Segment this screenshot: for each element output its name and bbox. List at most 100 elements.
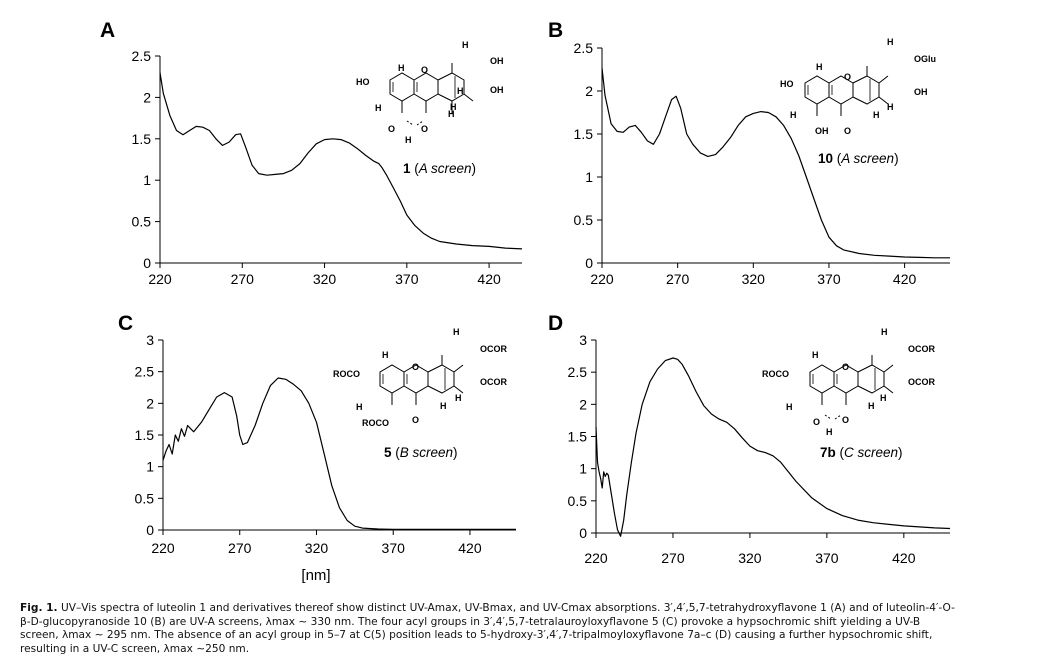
panel-a-y-tick-label: 1.5 bbox=[132, 131, 152, 147]
panel-a-compound-label: 1 (A screen) bbox=[403, 161, 476, 176]
panel-c-x-tick-label: 370 bbox=[382, 540, 406, 556]
panel-c-y-tick-label: 1 bbox=[146, 459, 154, 475]
caption-line-3: screen, λmax ∼ 295 nm. The absence of an… bbox=[20, 629, 933, 641]
panel-d-y-tick-label: 0 bbox=[579, 525, 587, 541]
panel-c-y-tick-label: 0.5 bbox=[135, 490, 155, 506]
panel-c-x-axis-label: [nm] bbox=[301, 567, 330, 584]
svg-text:O: O bbox=[388, 124, 395, 134]
panel-a-x-tick-label: 420 bbox=[477, 271, 501, 287]
panel-d-y-tick-label: 0.5 bbox=[568, 493, 588, 509]
caption-line-1: Fig. 1. UV–Vis spectra of luteolin 1 and… bbox=[20, 602, 955, 614]
svg-text:H: H bbox=[880, 393, 887, 403]
svg-text:H: H bbox=[881, 327, 888, 337]
panel-c-axes: 0 0.5 1 1.5 2 2.5 3 220 270 320 370 420 bbox=[135, 332, 516, 556]
svg-text:H: H bbox=[440, 401, 447, 411]
caption-fig-label: Fig. 1. bbox=[20, 602, 58, 614]
svg-text:O: O bbox=[844, 72, 851, 82]
svg-text:H: H bbox=[462, 40, 469, 50]
panel-d-y-tick-label: 3 bbox=[579, 332, 587, 348]
panel-d-y-tick-label: 2.5 bbox=[568, 364, 588, 380]
panel-a-x-tick-label: 220 bbox=[148, 271, 172, 287]
svg-text:OH: OH bbox=[815, 126, 829, 136]
svg-text:OH: OH bbox=[490, 85, 504, 95]
panel-a-structure bbox=[389, 63, 474, 126]
svg-text:H: H bbox=[786, 402, 793, 412]
panel-b-y-tick-label: 1.5 bbox=[574, 126, 594, 142]
panel-letter-d: D bbox=[548, 312, 563, 335]
panel-d-x-tick-label: 220 bbox=[584, 550, 608, 566]
svg-text:ROCO: ROCO bbox=[333, 369, 360, 379]
panel-c-y-tick-label: 2.5 bbox=[135, 364, 155, 380]
panel-a-x-tick-label: 270 bbox=[231, 271, 255, 287]
svg-text:HO: HO bbox=[356, 77, 370, 87]
svg-text:H: H bbox=[812, 350, 819, 360]
svg-text:OCOR: OCOR bbox=[908, 344, 936, 354]
panel-d-curve bbox=[595, 357, 951, 537]
panel-c-y-tick-label: 0 bbox=[146, 522, 154, 538]
panel-b-axes: 0 0.5 1 1.5 2 2.5 220 270 320 370 420 bbox=[574, 40, 950, 287]
svg-text:H: H bbox=[375, 103, 382, 113]
panel-a-y-tick-label: 0 bbox=[143, 255, 151, 271]
panel-a-curve bbox=[159, 72, 523, 250]
svg-text:H: H bbox=[405, 135, 412, 145]
panel-d-x-tick-label: 320 bbox=[738, 550, 762, 566]
panel-c-structure-labels: H OCOR ROCO H OCOR H H H ROCO O O bbox=[333, 327, 508, 428]
svg-text:H: H bbox=[887, 102, 894, 112]
panel-b-y-tick-label: 0.5 bbox=[574, 212, 594, 228]
panel-a-spectrum-line bbox=[159, 72, 523, 250]
svg-text:H: H bbox=[457, 86, 464, 96]
panel-d-structure bbox=[809, 355, 894, 420]
panel-d-y-tick-label: 2 bbox=[579, 396, 587, 412]
svg-text:H: H bbox=[398, 63, 405, 73]
panel-b-compound-label: 10 (A screen) bbox=[818, 151, 899, 166]
svg-text:H: H bbox=[455, 393, 462, 403]
panel-b-structure bbox=[804, 66, 889, 116]
panel-d-x-tick-label: 370 bbox=[815, 550, 839, 566]
svg-text:O: O bbox=[412, 362, 419, 372]
panel-c-y-tick-label: 1.5 bbox=[135, 427, 155, 443]
panel-letter-a: A bbox=[100, 19, 115, 42]
panel-c-x-tick-label: 420 bbox=[458, 540, 482, 556]
panel-d-x-tick-label: 420 bbox=[892, 550, 916, 566]
panel-c-y-tick-label: 2 bbox=[146, 395, 154, 411]
panel-d-y-tick-label: 1.5 bbox=[568, 429, 588, 445]
panel-a-y-tick-label: 2.5 bbox=[132, 48, 152, 64]
panel-a-axes: 0 0.5 1 1.5 2 2.5 220 270 320 370 420 bbox=[132, 48, 522, 287]
panel-b-y-tick-label: 1 bbox=[585, 169, 593, 185]
svg-text:O: O bbox=[842, 415, 849, 425]
panel-b-x-tick-label: 420 bbox=[893, 271, 917, 287]
panel-d-y-tick-label: 1 bbox=[579, 461, 587, 477]
svg-text:H: H bbox=[450, 102, 457, 112]
svg-text:O: O bbox=[842, 362, 849, 372]
caption-line-2: β-D-glucopyranoside 10 (B) are UV-A scre… bbox=[20, 615, 921, 628]
panel-letter-c: C bbox=[118, 312, 133, 335]
svg-text:OH: OH bbox=[914, 87, 928, 97]
panel-d-structure-labels: H OCOR ROCO H OCOR H H H O H O O bbox=[762, 327, 936, 437]
panel-a-x-tick-label: 320 bbox=[313, 271, 337, 287]
panel-c-structure bbox=[379, 355, 464, 405]
svg-text:H: H bbox=[816, 62, 823, 72]
panel-a-y-tick-label: 2 bbox=[143, 89, 151, 105]
svg-text:O: O bbox=[421, 65, 428, 75]
svg-text:H: H bbox=[826, 427, 833, 437]
panel-b-x-tick-label: 220 bbox=[590, 271, 614, 287]
svg-text:O: O bbox=[421, 124, 428, 134]
svg-text:ROCO: ROCO bbox=[762, 369, 789, 379]
svg-text:H: H bbox=[356, 402, 363, 412]
svg-text:H: H bbox=[887, 37, 894, 47]
caption-line-4: resulting in a UV-C screen, λmax ∼250 nm… bbox=[20, 642, 250, 655]
panel-d-x-tick-label: 270 bbox=[661, 550, 685, 566]
panel-b-x-tick-label: 320 bbox=[742, 271, 766, 287]
svg-text:O: O bbox=[844, 126, 851, 136]
svg-text:H: H bbox=[868, 401, 875, 411]
svg-text:H: H bbox=[790, 110, 797, 120]
svg-text:H: H bbox=[448, 109, 455, 119]
panel-c: C 0 0.5 1 1.5 2 2.5 3 220 270 320 370 420 H OCOR RO… bbox=[118, 312, 516, 584]
panel-d-compound-label: 7b (C screen) bbox=[820, 445, 903, 460]
panel-b-y-tick-label: 2 bbox=[585, 83, 593, 99]
panel-c-compound-label: 5 (B screen) bbox=[384, 445, 458, 460]
panel-c-spectrum-line bbox=[162, 377, 516, 530]
svg-text:O: O bbox=[412, 415, 419, 425]
panel-b: B 0 0.5 1 1.5 2 2.5 220 270 320 370 420 H OGlu HO … bbox=[548, 19, 950, 287]
